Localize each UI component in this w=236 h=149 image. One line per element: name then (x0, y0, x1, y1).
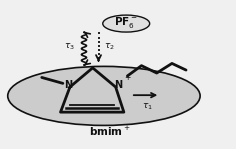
Text: $\tau_3$: $\tau_3$ (64, 42, 75, 52)
Text: N: N (64, 80, 72, 90)
Ellipse shape (8, 66, 200, 125)
Text: PF$_6^-$: PF$_6^-$ (114, 15, 138, 30)
Text: $\tau_2$: $\tau_2$ (104, 42, 115, 52)
Text: N: N (114, 80, 122, 90)
Text: +: + (124, 73, 130, 82)
Text: $\mathbf{bmim}^+$: $\mathbf{bmim}^+$ (89, 125, 131, 138)
Ellipse shape (103, 15, 150, 32)
Text: $\tau_1$: $\tau_1$ (143, 102, 153, 112)
